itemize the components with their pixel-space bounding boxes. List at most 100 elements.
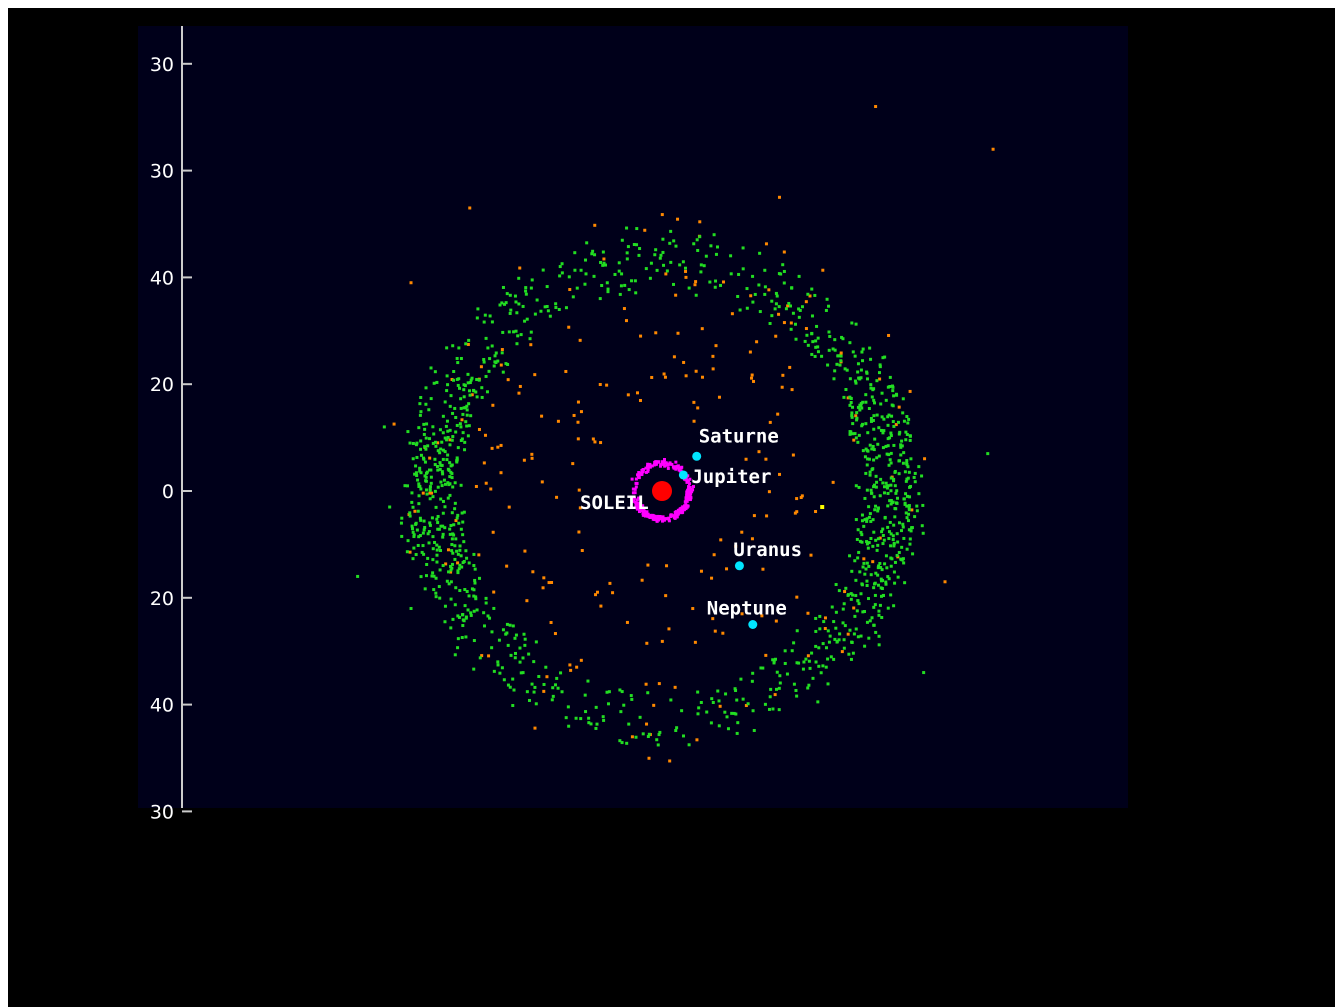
kuiper-object-dot (887, 453, 891, 457)
kuiper-object-dot (878, 603, 882, 607)
kuiper-object-dot (662, 263, 666, 267)
scattered-object-dot (479, 365, 483, 369)
kuiper-object-dot (687, 286, 691, 290)
kuiper-object-dot (851, 432, 855, 436)
kuiper-object-dot (428, 497, 432, 501)
kuiper-object-dot (876, 506, 880, 510)
kuiper-object-dot (437, 527, 441, 531)
kuiper-object-dot (864, 471, 868, 475)
kuiper-object-dot (895, 496, 899, 500)
scattered-object-dot (699, 569, 703, 573)
kuiper-object-dot (859, 368, 863, 372)
kuiper-object-dot (741, 267, 745, 271)
kuiper-object-dot (681, 260, 685, 264)
kuiper-object-dot (453, 557, 457, 561)
kuiper-object-dot (558, 265, 562, 269)
kuiper-object-dot (505, 622, 509, 626)
kuiper-object-dot (504, 301, 508, 305)
kuiper-object-dot (434, 591, 438, 595)
kuiper-object-dot (912, 475, 916, 479)
kuiper-object-dot (462, 619, 466, 623)
kuiper-object-dot (475, 378, 479, 382)
kuiper-object-dot (548, 314, 552, 318)
kuiper-object-dot (895, 553, 899, 557)
kuiper-object-dot (815, 324, 819, 328)
scattered-object-dot (630, 735, 634, 739)
kuiper-object-dot (884, 554, 888, 558)
kuiper-object-dot (427, 408, 431, 412)
kuiper-object-dot (853, 432, 857, 436)
kuiper-object-dot (661, 237, 665, 241)
kuiper-object-dot (757, 283, 761, 287)
kuiper-object-dot (433, 489, 437, 493)
scattered-object-dot (595, 590, 599, 594)
kuiper-object-dot (874, 538, 878, 542)
kuiper-object-dot (508, 311, 512, 315)
kuiper-object-dot (501, 628, 505, 632)
kuiper-object-dot (768, 321, 772, 325)
kuiper-object-dot (619, 284, 623, 288)
kuiper-object-dot (532, 690, 536, 694)
kuiper-object-dot (884, 444, 888, 448)
kuiper-object-dot (773, 657, 777, 661)
kuiper-object-dot (443, 450, 447, 454)
kuiper-object-dot (418, 484, 422, 488)
kuiper-object-dot (849, 592, 853, 596)
kuiper-object-dot (736, 721, 740, 725)
kuiper-object-dot (470, 376, 474, 380)
asteroid-dot (666, 517, 670, 521)
kuiper-object-dot (441, 535, 445, 539)
kuiper-object-dot (901, 461, 905, 465)
kuiper-object-dot (418, 402, 422, 406)
kuiper-object-dot (446, 383, 450, 387)
scattered-object-dot (430, 491, 434, 495)
kuiper-object-dot (449, 580, 453, 584)
kuiper-object-dot (726, 727, 730, 731)
kuiper-object-dot (842, 395, 846, 399)
kuiper-object-dot (868, 443, 872, 447)
kuiper-object-dot (436, 521, 440, 525)
kuiper-object-dot (644, 267, 648, 271)
kuiper-object-dot (493, 354, 497, 358)
kuiper-object-dot (450, 511, 454, 515)
scattered-object-dot (806, 611, 810, 615)
kuiper-object-dot (445, 419, 449, 423)
scattered-object-dot (571, 462, 575, 466)
kuiper-object-dot (416, 478, 420, 482)
kuiper-object-dot (530, 682, 534, 686)
kuiper-object-dot (429, 366, 433, 370)
kuiper-object-dot (671, 282, 675, 286)
scattered-object-dot (814, 510, 818, 514)
scattered-object-dot (750, 537, 754, 541)
scattered-object-dot (468, 206, 472, 210)
kuiper-object-dot (412, 546, 416, 550)
kuiper-object-dot (901, 525, 905, 529)
kuiper-object-dot (921, 503, 925, 507)
kuiper-object-dot (448, 428, 452, 432)
scattered-object-dot (774, 619, 778, 623)
scattered-object-dot (713, 629, 717, 633)
asteroid-dot (643, 510, 647, 514)
kuiper-object-dot (794, 688, 798, 692)
scattered-object-dot (721, 280, 725, 284)
kuiper-object-dot (668, 241, 672, 245)
kuiper-object-dot (826, 682, 830, 686)
planet-label: Saturne (699, 425, 779, 447)
kuiper-object-dot (456, 383, 460, 387)
scattered-object-dot (795, 595, 799, 599)
kuiper-object-dot (886, 606, 890, 610)
kuiper-object-dot (472, 564, 476, 568)
asteroid-dot (685, 479, 689, 483)
kuiper-object-dot (590, 252, 594, 256)
kuiper-object-dot (876, 573, 880, 577)
kuiper-object-dot (464, 420, 468, 424)
asteroid-dot (650, 464, 654, 468)
scattered-object-dot (542, 576, 546, 580)
kuiper-object-dot (892, 544, 896, 548)
kuiper-object-dot (894, 507, 898, 511)
kuiper-object-dot (896, 420, 900, 424)
scattered-object-dot (777, 312, 781, 316)
kuiper-object-dot (542, 682, 546, 686)
kuiper-object-dot (903, 581, 907, 585)
kuiper-object-dot (867, 541, 871, 545)
